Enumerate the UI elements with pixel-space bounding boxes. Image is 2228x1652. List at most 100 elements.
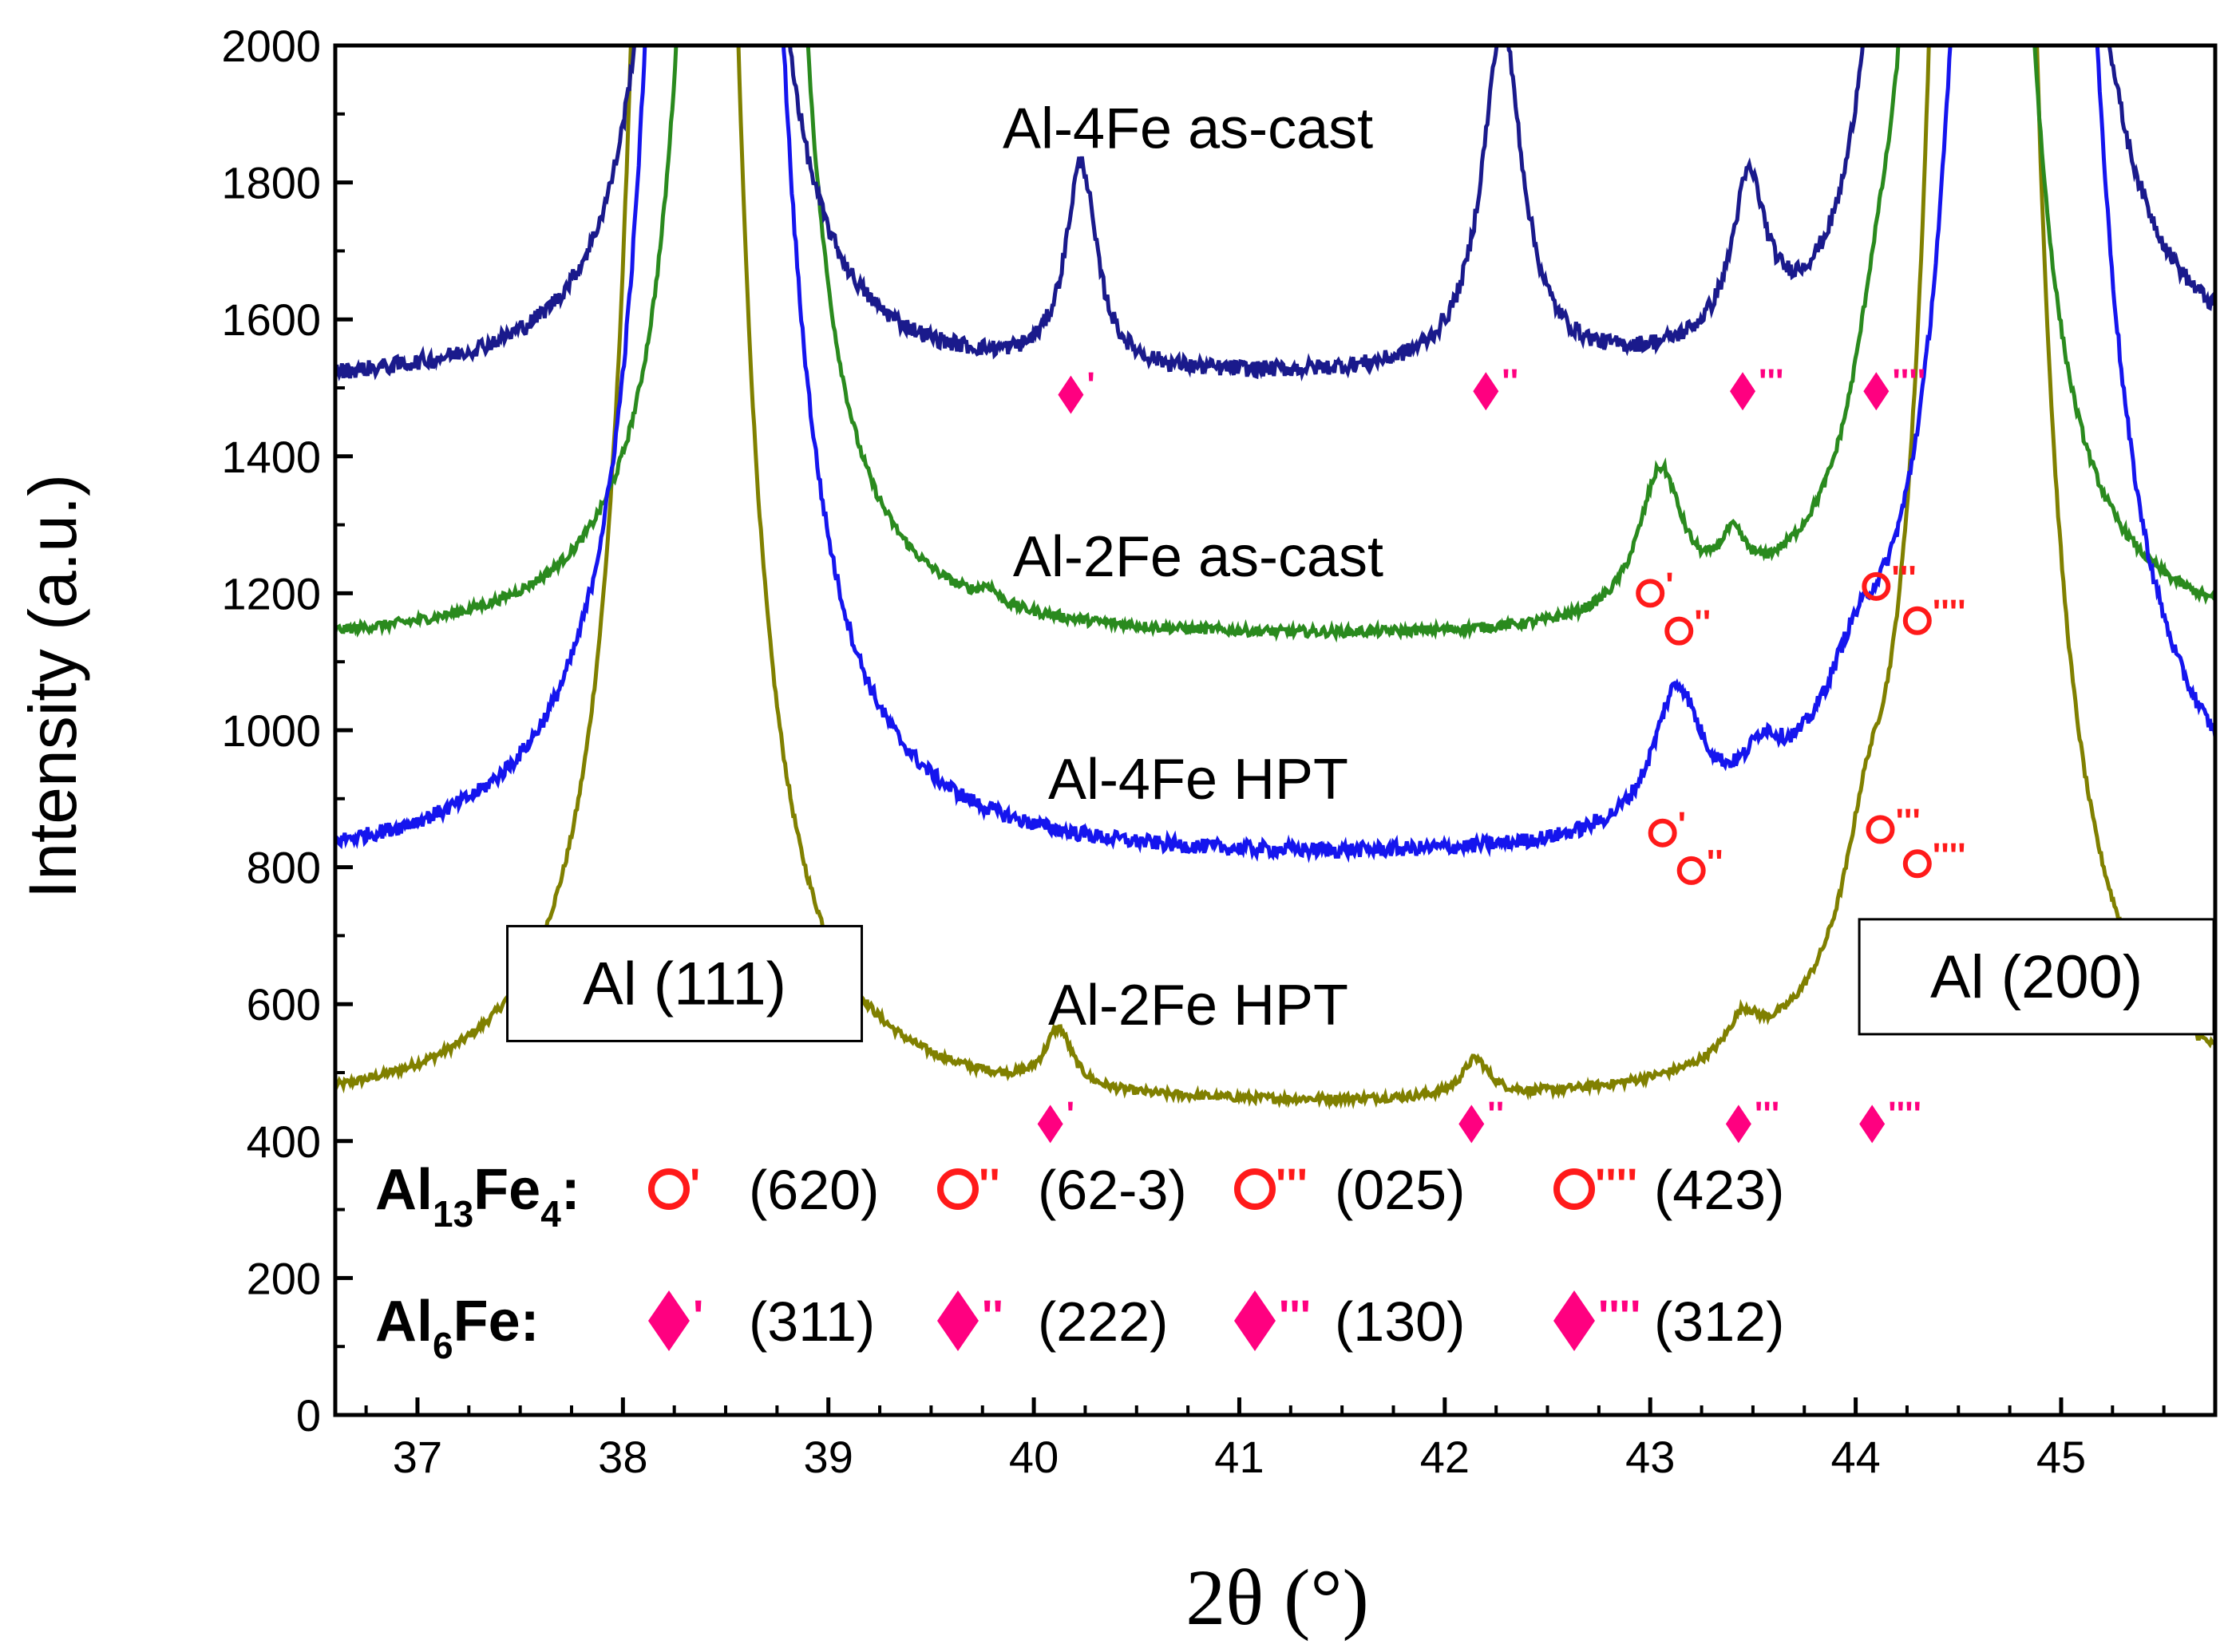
axes: 0 200 400 600 800 1000 1200 1400 1600 1800 2000 37 3… xyxy=(221,21,2218,1482)
legend-primes: ''' xyxy=(1279,1290,1311,1341)
legend-row: Al6Fe: ' (311) '' (222) ''' (130) '''' (312) xyxy=(375,1290,1784,1366)
x-tick-label: 39 xyxy=(804,1432,853,1482)
y-tick-label: 0 xyxy=(296,1390,321,1441)
legend-primes: '''' xyxy=(1598,1290,1640,1341)
diamond-icon xyxy=(937,1290,979,1351)
al6fe-marker: ''' xyxy=(1725,1094,1779,1144)
circle-icon xyxy=(937,1168,979,1210)
legend-hkl: (130) xyxy=(1335,1290,1465,1353)
marker-primes: ' xyxy=(1665,565,1673,604)
legend-hkl: (423) xyxy=(1654,1159,1784,1221)
series-layer xyxy=(335,45,2215,1110)
peak-box-frame xyxy=(506,924,864,1042)
circle-icon xyxy=(648,1168,690,1210)
series-label: Al-4Fe as-cast xyxy=(1003,97,1373,161)
x-tick-label: 38 xyxy=(598,1432,647,1482)
legend-phase-part: Al xyxy=(375,1158,433,1222)
y-tick-label: 400 xyxy=(247,1116,321,1167)
x-tick-label: 44 xyxy=(1830,1432,1880,1482)
legend-entry: '''' (312) xyxy=(1553,1290,1784,1353)
legend-primes: ''' xyxy=(1276,1159,1308,1209)
diamond-icon xyxy=(1863,372,1890,411)
series-label: Al-4Fe HPT xyxy=(1048,748,1348,812)
diamond-icon xyxy=(1553,1290,1595,1351)
marker-primes: '' xyxy=(1707,843,1723,882)
al13fe4-marker: '' xyxy=(1664,603,1711,646)
y-tick-label: 800 xyxy=(247,843,321,893)
al6fe-marker: '' xyxy=(1473,362,1518,411)
marker-primes: '''' xyxy=(1933,593,1966,632)
legend-primes: '' xyxy=(982,1290,1003,1341)
diamond-icon xyxy=(1458,1105,1485,1144)
circle-icon xyxy=(1902,606,1932,635)
circle-icon xyxy=(1664,616,1694,646)
legend-subscript: 13 xyxy=(433,1193,473,1235)
peak-box-label: Al (111) xyxy=(583,950,786,1018)
y-tick-label: 200 xyxy=(247,1253,321,1303)
y-tick-label: 600 xyxy=(247,979,321,1030)
x-tick-label: 42 xyxy=(1420,1432,1470,1482)
al6fe-marker: ''' xyxy=(1730,362,1783,411)
legend: Al13Fe4: ' (620) '' (62-3) ''' (025) '''' (423)A… xyxy=(375,1158,1784,1366)
legend-phase-part: Al xyxy=(375,1290,433,1354)
x-tick-label: 43 xyxy=(1625,1432,1675,1482)
series-line-al-4fe-as-cast xyxy=(335,45,2215,382)
circle-icon xyxy=(1676,856,1706,885)
legend-hkl: (62-3) xyxy=(1038,1159,1187,1221)
y-tick-label: 1000 xyxy=(221,705,321,756)
al13fe4-marker: '''' xyxy=(1902,593,1966,635)
circle-icon xyxy=(1862,571,1891,601)
legend-subscript: 6 xyxy=(433,1325,453,1366)
y-tick-label: 1800 xyxy=(221,158,321,208)
al13fe4-marker: ' xyxy=(1636,565,1674,608)
peak-box-frame xyxy=(1858,918,2215,1036)
legend-entry: ' (311) xyxy=(648,1290,875,1353)
legend-phase-part: Fe xyxy=(473,1158,540,1222)
legend-hkl: (620) xyxy=(749,1159,879,1221)
marker-primes: '' xyxy=(1694,603,1711,642)
circle-icon xyxy=(1553,1168,1595,1210)
marker-primes: '''' xyxy=(1888,1094,1921,1133)
marker-primes: '''' xyxy=(1892,362,1925,401)
x-tick-label: 37 xyxy=(393,1432,442,1482)
x-tick-label: 45 xyxy=(2036,1432,2086,1482)
circle-icon xyxy=(1866,815,1895,844)
x-axis-title: 2θ (°) xyxy=(1185,1553,1369,1642)
marker-primes: ' xyxy=(1067,1094,1074,1133)
legend-row: Al13Fe4: ' (620) '' (62-3) ''' (025) '''' (423) xyxy=(375,1158,1784,1235)
marker-primes: ''' xyxy=(1895,801,1920,840)
diamond-icon xyxy=(1473,372,1499,411)
legend-entry: ''' (130) xyxy=(1234,1290,1465,1353)
y-tick-label: 1200 xyxy=(221,568,321,619)
legend-phase-label: Al13Fe4: xyxy=(375,1158,580,1235)
marker-primes: '' xyxy=(1502,362,1518,401)
legend-hkl: (222) xyxy=(1038,1290,1168,1353)
diamond-icon xyxy=(648,1290,690,1351)
marker-primes: ''' xyxy=(1759,362,1783,401)
plot-frame xyxy=(333,43,2218,1417)
legend-hkl: (311) xyxy=(749,1290,875,1353)
circle-icon xyxy=(1234,1168,1276,1210)
annotations: Al-4Fe as-cast Al-2Fe as-cast Al-4Fe HPT Al… xyxy=(506,97,2215,1144)
legend-entry: '' (222) xyxy=(937,1290,1168,1353)
diamond-icon xyxy=(1234,1290,1276,1351)
al13fe4-marker: ''' xyxy=(1866,801,1921,844)
diamond-icon xyxy=(1730,372,1756,411)
series-line-al-4fe-hpt xyxy=(335,45,2215,864)
legend-phase-label: Al6Fe: xyxy=(375,1290,540,1366)
legend-phase-part: Fe xyxy=(453,1290,520,1354)
series-line-al-2fe-hpt xyxy=(335,45,2215,1110)
al6fe-marker: ' xyxy=(1037,1094,1074,1144)
y-tick-label: 2000 xyxy=(221,21,321,71)
y-tick-label: 1600 xyxy=(221,294,321,345)
legend-entry: '' (62-3) xyxy=(937,1159,1187,1221)
al13fe4-marker: '' xyxy=(1676,843,1723,885)
peak-box: Al (200) xyxy=(1858,918,2215,1036)
diamond-icon xyxy=(1859,1105,1886,1144)
circle-icon xyxy=(1636,579,1665,608)
marker-primes: ''' xyxy=(1891,559,1916,598)
legend-entry: ''' (025) xyxy=(1234,1159,1465,1221)
marker-primes: ''' xyxy=(1755,1094,1779,1133)
legend-primes: ' xyxy=(693,1290,703,1341)
